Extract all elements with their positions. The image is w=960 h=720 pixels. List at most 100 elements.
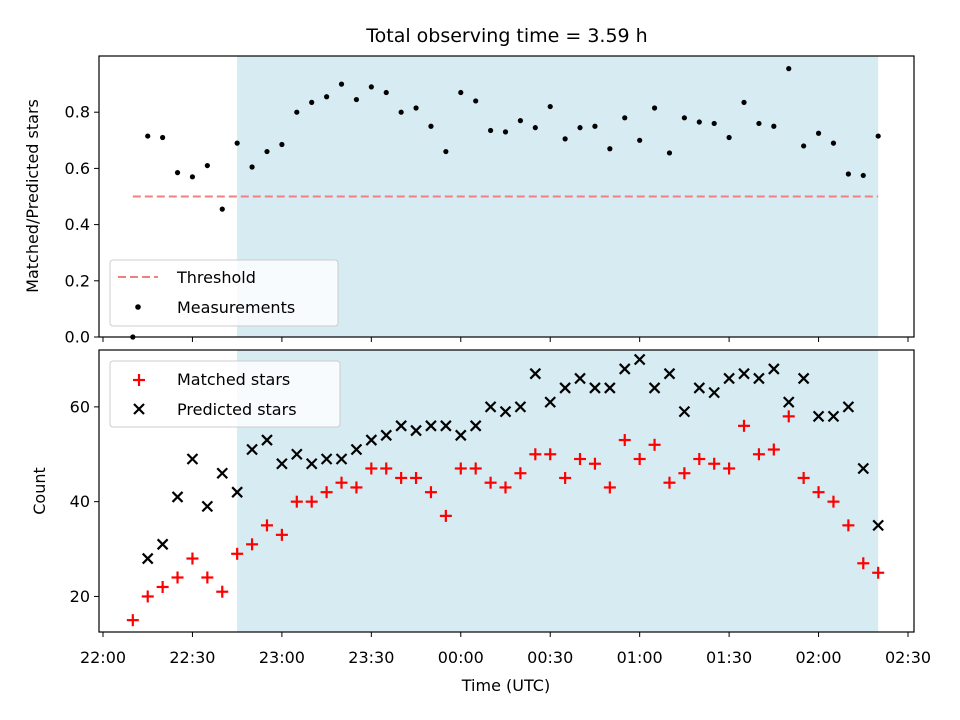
bottom-panel: 20 40 60 22:00 22:30 23:00 23:30 00:00 00:30 01:…	[30, 349, 931, 695]
measurement-point	[383, 89, 389, 96]
chart-title: Total observing time = 3.59 h	[365, 25, 647, 47]
matched-star-point	[603, 481, 616, 494]
measurement-point	[309, 99, 315, 105]
matched-star-point	[693, 453, 706, 466]
measurement-point	[368, 84, 374, 90]
bottom-y-tick-label: 20	[70, 587, 90, 606]
measurement-point	[502, 129, 509, 135]
predicted-legend-label: Predicted stars	[177, 400, 297, 419]
x-axis-label: Time (UTC)	[461, 676, 550, 695]
matched-star-point	[290, 495, 303, 508]
measurement-point	[413, 105, 419, 111]
predicted-star-point	[812, 410, 825, 423]
x-tick-label: 02:00	[796, 648, 842, 667]
predicted-legend-swatch	[133, 403, 145, 415]
predicted-star-point	[589, 382, 601, 394]
matched-star-point	[872, 566, 885, 579]
predicted-star-point	[425, 420, 437, 432]
matched-star-point	[171, 571, 184, 584]
predicted-star-point	[827, 410, 840, 423]
predicted-star-point	[723, 372, 735, 385]
predicted-star-point	[216, 467, 229, 480]
measurement-point	[204, 162, 210, 169]
matched-star-point	[454, 462, 467, 475]
matched-star-point	[618, 434, 631, 447]
measurement-point	[637, 137, 643, 143]
measurement-point	[815, 130, 822, 136]
measurement-point	[577, 125, 583, 131]
measurement-point	[234, 140, 240, 146]
predicted-star-point	[171, 491, 184, 503]
predicted-star-point	[141, 552, 154, 565]
predicted-star-point	[618, 363, 631, 375]
matched-star-point	[514, 467, 527, 480]
matched-legend-swatch	[133, 374, 145, 386]
predicted-star-point	[499, 405, 512, 418]
x-tick-label: 22:30	[169, 648, 215, 667]
measurement-point	[830, 140, 837, 146]
matched-star-point	[320, 486, 333, 499]
predicted-star-point	[201, 500, 214, 513]
measurement-point	[771, 123, 777, 129]
matched-star-point	[559, 471, 572, 484]
matched-star-point	[439, 509, 452, 522]
matched-star-point	[410, 471, 423, 484]
bottom-y-tick-label: 40	[70, 492, 90, 511]
matched-star-point	[574, 453, 587, 466]
predicted-star-point	[440, 420, 452, 432]
measurement-point	[353, 96, 360, 103]
matched-star-point	[231, 547, 244, 560]
predicted-star-point	[678, 405, 691, 418]
measurement-point	[145, 133, 151, 139]
matched-star-point	[663, 476, 676, 489]
predicted-star-point	[604, 382, 616, 394]
measurement-point	[756, 120, 762, 127]
measurement-point	[860, 172, 866, 179]
matched-star-point	[588, 457, 601, 470]
measurement-point	[592, 123, 598, 129]
top-y-tick-label: 0.2	[65, 271, 90, 290]
measurement-point	[726, 134, 732, 141]
predicted-star-point	[231, 486, 243, 498]
top-legend-box	[109, 259, 339, 327]
predicted-star-point	[350, 443, 363, 456]
predicted-star-point	[708, 386, 720, 399]
predicted-star-point	[738, 367, 750, 380]
matched-star-point	[797, 471, 810, 484]
matched-star-point	[380, 462, 393, 475]
matched-star-point	[350, 481, 363, 494]
predicted-star-point	[469, 420, 482, 432]
matched-star-point	[648, 438, 661, 451]
matched-star-point	[126, 614, 139, 627]
measurement-point	[875, 133, 881, 139]
top-legend: Threshold Measurements	[109, 259, 339, 327]
matched-star-point	[469, 462, 482, 475]
measurements-legend-swatch	[135, 304, 141, 310]
predicted-star-point	[484, 401, 497, 413]
predicted-star-point	[529, 367, 542, 380]
matched-star-point	[708, 457, 721, 470]
matched-star-point	[738, 419, 751, 432]
measurement-point	[487, 127, 494, 134]
predicted-star-point	[857, 462, 870, 475]
matched-star-point	[186, 552, 199, 565]
measurement-point	[711, 120, 717, 127]
predicted-star-point	[276, 457, 288, 470]
matched-star-point	[275, 528, 288, 541]
x-tick-label: 23:00	[259, 648, 305, 667]
matched-star-point	[216, 585, 229, 598]
measurement-point	[338, 81, 345, 87]
predicted-star-point	[514, 401, 527, 413]
predicted-star-point	[648, 382, 661, 394]
measurement-point	[681, 115, 687, 121]
matched-star-point	[678, 467, 691, 480]
predicted-star-point	[365, 434, 378, 446]
bottom-observing-window	[237, 350, 879, 632]
top-panel: 0.00.20.40.60.8 Matched/Predicted stars …	[23, 55, 915, 347]
top-y-tick-label: 0.6	[65, 159, 90, 178]
predicted-star-point	[842, 401, 855, 413]
measurement-point	[249, 164, 255, 170]
matched-star-point	[633, 453, 646, 466]
measurement-point	[696, 119, 702, 125]
top-y-tick-label: 0.4	[65, 215, 90, 234]
